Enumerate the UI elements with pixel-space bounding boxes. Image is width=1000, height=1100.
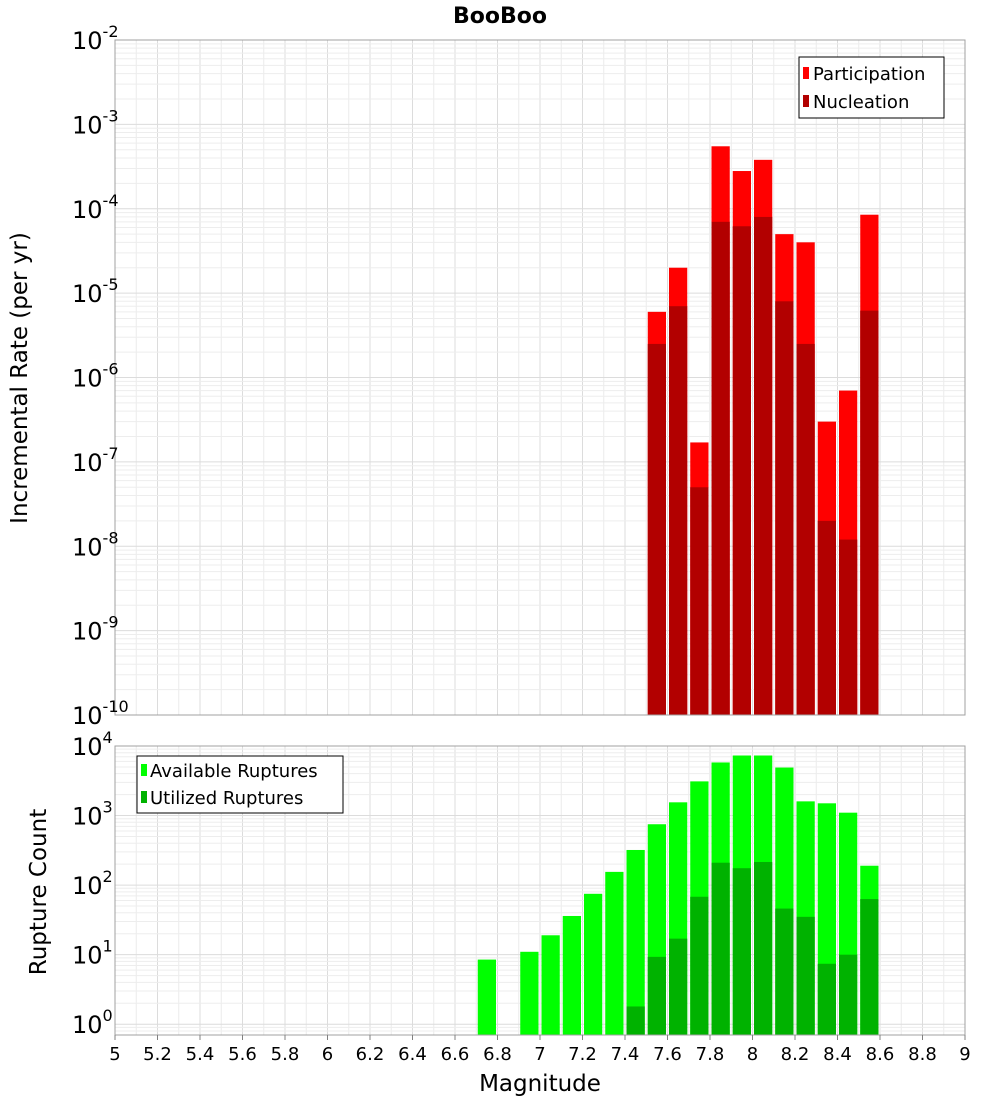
rate-legend: Participation Nucleation: [798, 56, 945, 119]
count-bar-utilized-ruptures: [796, 916, 815, 1035]
x-tick-label: 6.2: [356, 1044, 385, 1065]
rate-bar-nucleation: [711, 221, 730, 715]
count-bar-utilized-ruptures: [669, 938, 688, 1035]
rate-y-tick-label: 10-9: [72, 613, 119, 646]
rate-bar-nucleation: [796, 343, 815, 715]
utilized-legend-swatch: [141, 791, 147, 803]
rate-y-axis-label: Incremental Rate (per yr): [7, 232, 33, 524]
x-tick-label: 6.8: [483, 1044, 512, 1065]
count-bar-utilized-ruptures: [775, 908, 794, 1035]
count-bar-available-ruptures: [605, 871, 624, 1035]
rate-y-tick-label: 10-5: [72, 275, 119, 308]
chart-title: BooBoo: [453, 4, 547, 29]
x-tick-label: 7: [534, 1044, 545, 1065]
rate-bar-nucleation: [817, 520, 836, 715]
count-panel: 104 103 102 101 100 5 5.2 5.4 5.6 5.8 6 6.2 6.4 6.6 6…: [26, 728, 971, 1097]
count-y-axis-label: Rupture Count: [26, 809, 52, 975]
count-bar-utilized-ruptures: [860, 899, 879, 1035]
available-legend-swatch: [141, 764, 147, 776]
count-bar-utilized-ruptures: [732, 868, 751, 1035]
available-legend-label: Available Ruptures: [150, 761, 318, 782]
x-tick-label: 5.2: [143, 1044, 172, 1065]
rate-y-tick-label: 10-4: [72, 191, 119, 224]
x-tick-label: 8.8: [908, 1044, 937, 1065]
x-tick-label: 7.8: [696, 1044, 725, 1065]
rate-bar-nucleation: [860, 310, 879, 715]
count-bar-available-ruptures: [562, 915, 581, 1035]
rate-bar-nucleation: [775, 301, 794, 715]
rate-y-tick-label: 10-10: [72, 697, 129, 730]
count-bar-available-ruptures: [520, 951, 539, 1035]
utilized-legend-label: Utilized Ruptures: [150, 788, 303, 809]
count-bar-utilized-ruptures: [647, 956, 666, 1035]
x-tick-label: 5.6: [228, 1044, 257, 1065]
x-tick-label: 5.8: [271, 1044, 300, 1065]
x-tick-label: 6.4: [398, 1044, 427, 1065]
rate-y-tick-label: 10-6: [72, 360, 119, 393]
nucleation-legend-label: Nucleation: [813, 92, 909, 113]
x-tick-label: 7.4: [611, 1044, 640, 1065]
count-bar-available-ruptures: [584, 893, 603, 1035]
rate-bar-nucleation: [839, 539, 858, 715]
rate-y-tick-label: 10-2: [72, 22, 119, 55]
participation-legend-swatch: [803, 67, 809, 79]
x-tick-label: 5: [109, 1044, 120, 1065]
count-bar-utilized-ruptures: [626, 1006, 645, 1035]
x-tick-label: 8: [747, 1044, 758, 1065]
count-bar-available-ruptures: [541, 935, 560, 1035]
magnitude-x-axis-label: Magnitude: [479, 1071, 601, 1097]
x-tick-label: 6: [322, 1044, 333, 1065]
x-tick-label: 9: [959, 1044, 970, 1065]
rate-y-tick-label: 10-7: [72, 444, 119, 477]
rate-panel: 10-2 10-3 10-4 10-5 10-6 10-7 10-8 10-9 10-10 In…: [7, 22, 966, 730]
rate-bar-nucleation: [732, 226, 751, 715]
count-y-tick-label: 103: [72, 798, 113, 831]
x-tick-label: 8.6: [866, 1044, 895, 1065]
x-tick-label: 5.4: [186, 1044, 215, 1065]
x-tick-label: 8.2: [781, 1044, 810, 1065]
rate-y-tick-label: 10-8: [72, 528, 119, 561]
rate-bar-nucleation: [754, 216, 773, 715]
participation-legend-label: Participation: [813, 64, 925, 85]
count-y-tick-label: 100: [72, 1006, 113, 1039]
count-bar-utilized-ruptures: [711, 862, 730, 1035]
count-bar-available-ruptures: [626, 849, 645, 1035]
x-tick-label: 7.2: [568, 1044, 597, 1065]
nucleation-legend-swatch: [803, 95, 809, 107]
rate-bar-nucleation: [669, 306, 688, 715]
count-bar-utilized-ruptures: [817, 963, 836, 1035]
count-y-tick-label: 102: [72, 867, 113, 900]
rate-plot-frame: [114, 39, 966, 716]
rate-legend-box: [798, 56, 945, 119]
count-bar-available-ruptures: [477, 959, 496, 1035]
rate-bar-nucleation: [647, 343, 666, 715]
x-tick-label: 7.6: [653, 1044, 682, 1065]
x-tick-label: 6.6: [441, 1044, 470, 1065]
count-legend: Available Ruptures Utilized Ruptures: [136, 755, 344, 814]
x-tick-label: 8.4: [823, 1044, 852, 1065]
count-bar-utilized-ruptures: [754, 861, 773, 1035]
rate-y-tick-label: 10-3: [72, 106, 119, 139]
count-legend-box: [136, 755, 344, 814]
count-y-tick-label: 101: [72, 937, 113, 970]
count-bar-utilized-ruptures: [839, 954, 858, 1035]
count-y-tick-label: 104: [72, 728, 113, 761]
rate-bar-nucleation: [690, 487, 709, 715]
count-bar-utilized-ruptures: [690, 896, 709, 1035]
